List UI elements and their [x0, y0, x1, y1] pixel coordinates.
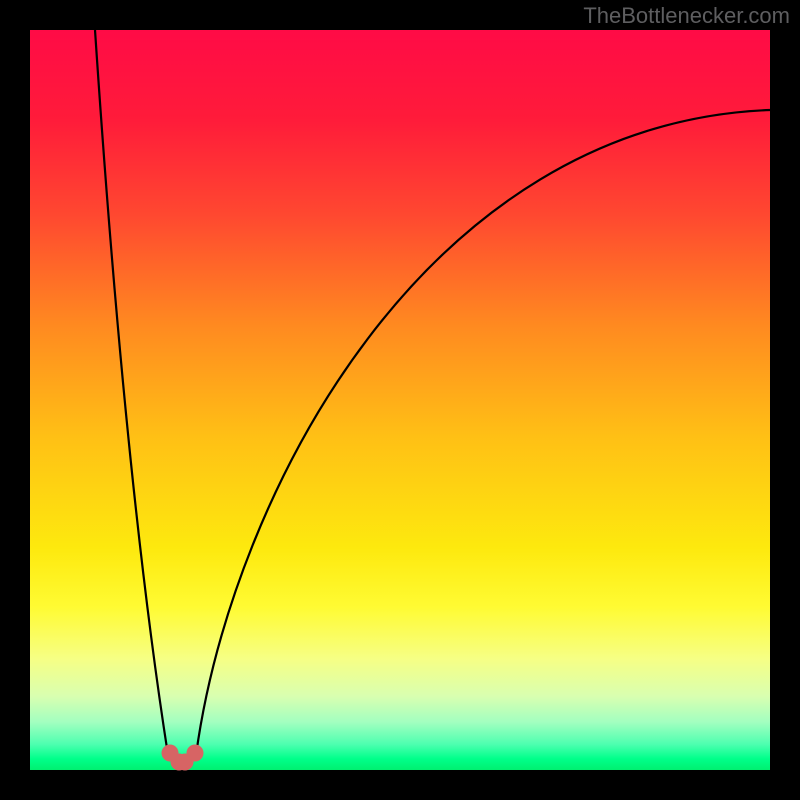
bottleneck-chart [0, 0, 800, 800]
watermark-text: TheBottlenecker.com [583, 3, 790, 29]
plot-area [30, 30, 770, 770]
chart-container: TheBottlenecker.com [0, 0, 800, 800]
valley-dot [187, 745, 204, 762]
